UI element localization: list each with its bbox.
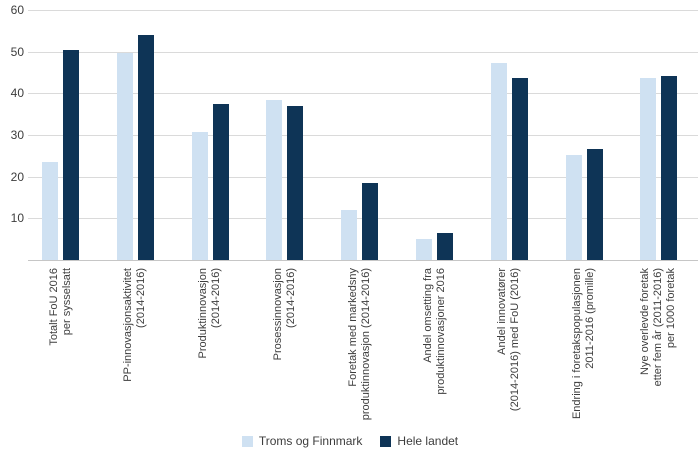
legend-swatch-hele-landet <box>380 435 392 447</box>
bar-hele-landet-8 <box>661 75 678 260</box>
bar-hele-landet-3 <box>287 105 304 260</box>
x-category-label-line: (2014-2016) <box>284 268 297 328</box>
x-category-label-line: per 1000 foretak <box>665 268 678 349</box>
x-category-label-line: Nye overlevde foretak <box>639 268 652 375</box>
x-category-label-4: Foretak med markedsny produktinnovasjon (… <box>347 268 373 428</box>
legend-label-troms-og-finnmark: Troms og Finnmark <box>258 434 363 448</box>
x-category-label-line: PP-innovasjonsaktivitet <box>122 268 135 382</box>
bar-hele-landet-1 <box>137 35 154 260</box>
y-tick-label-30: 30 <box>10 128 24 142</box>
x-category-label-1: PP-innovasjonsaktivitet (2014-2016) <box>122 268 148 428</box>
bar-troms-og-finnmark-5 <box>416 239 432 260</box>
x-category-label-line: 2011-2016 (promille) <box>584 268 597 369</box>
bar-troms-og-finnmark-8 <box>640 78 657 260</box>
x-category-label-line: Produktinnovasjon <box>197 268 210 359</box>
x-category-label-line: (2014-2016) <box>210 268 223 328</box>
bar-troms-og-finnmark-6 <box>490 62 507 260</box>
bar-troms-og-finnmark-7 <box>565 155 582 260</box>
x-category-label-line: produktinnovasjon (2014-2016) <box>359 268 372 421</box>
x-category-label-line: per sysselsatt <box>60 268 73 336</box>
gridline-40 <box>28 93 698 95</box>
x-category-label-line: Foretak med markedsny <box>346 268 359 387</box>
x-category-label-3: Prosessinnovasjon (2014-2016) <box>272 268 298 428</box>
x-category-label-6: Andel innovatører (2014-2016) med FoU (20… <box>496 268 522 428</box>
x-category-label-line: etter fem år (2011-2016) <box>652 268 665 387</box>
x-category-label-7: Endring i foretakspopulasjonen 2011-2016 … <box>571 268 597 428</box>
bar-hele-landet-6 <box>511 77 528 260</box>
y-tick-label-40: 40 <box>10 86 24 101</box>
x-category-label-line: Totalt FoU 2016 <box>47 268 60 346</box>
x-category-label-2: Produktinnovasjon (2014-2016) <box>197 268 223 428</box>
bar-hele-landet-5 <box>437 233 453 260</box>
x-category-label-line: Endring i foretakspopulasjonen <box>571 268 584 420</box>
bar-troms-og-finnmark-4 <box>341 210 358 260</box>
x-category-label-line: Andel omsetting fra <box>421 268 434 363</box>
legend: Troms og Finnmark Hele landet <box>0 434 700 448</box>
bar-troms-og-finnmark-2 <box>191 132 208 260</box>
y-tick-label-10: 10 <box>10 211 24 226</box>
y-tick-label-20: 20 <box>10 169 24 184</box>
x-category-label-8: Nye overlevde foretak etter fem år (2011-… <box>639 268 678 428</box>
x-category-label-line: (2014-2016) <box>135 268 148 328</box>
bar-hele-landet-0 <box>63 50 79 260</box>
y-tick-label-60: 60 <box>10 3 24 17</box>
gridline-20 <box>28 176 698 178</box>
x-category-label-5: Andel omsetting fra produktinnovasjoner 2… <box>422 268 448 428</box>
gridline-50 <box>28 51 698 53</box>
x-category-label-line: produktinnovasjoner 2016 <box>434 268 447 395</box>
bar-hele-landet-7 <box>586 149 603 260</box>
bar-hele-landet-4 <box>362 182 379 260</box>
bar-troms-og-finnmark-0 <box>42 162 58 260</box>
legend-item-hele-landet: Hele landet <box>380 434 458 448</box>
y-tick-label-50: 50 <box>10 44 24 59</box>
bar-hele-landet-2 <box>212 104 229 260</box>
x-category-label-0: Totalt FoU 2016 per sysselsatt <box>48 268 74 428</box>
bar-troms-og-finnmark-3 <box>266 100 283 260</box>
x-axis-line <box>28 260 698 261</box>
legend-label-hele-landet: Hele landet <box>397 434 459 448</box>
x-category-label-line: (2014-2016) med FoU (2016) <box>509 268 522 412</box>
x-category-label-line: Andel innovatører <box>496 268 509 355</box>
x-category-label-line: Prosessinnovasjon <box>271 268 284 361</box>
bar-troms-og-finnmark-1 <box>116 52 133 260</box>
legend-item-troms-og-finnmark: Troms og Finnmark <box>241 434 363 448</box>
legend-swatch-troms-og-finnmark <box>241 435 253 447</box>
gridline-30 <box>28 135 698 136</box>
gridline-60 <box>28 10 698 11</box>
